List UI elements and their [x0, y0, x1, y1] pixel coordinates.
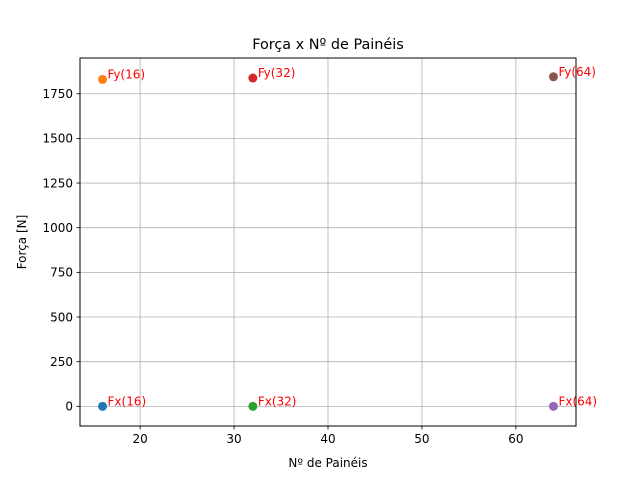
x-tick-label: 30 [226, 432, 241, 446]
y-tick-label: 250 [50, 355, 73, 369]
y-tick-label: 0 [65, 400, 73, 414]
x-axis-label: Nº de Painéis [288, 456, 367, 470]
point-annotation: Fy(16) [108, 67, 146, 81]
data-points [98, 72, 558, 411]
y-axis: 0 250 500 750 1000 1250 1500 1750 [42, 87, 80, 414]
data-point [98, 401, 108, 411]
data-point [548, 72, 558, 82]
y-axis-label: Força [N] [15, 215, 29, 270]
y-tick-label: 1000 [42, 221, 73, 235]
point-annotation: Fy(64) [558, 65, 596, 79]
data-point [98, 74, 108, 84]
data-point [548, 401, 558, 411]
point-labels: Fx(16) Fy(16) Fx(32) Fy(32) Fx(64) Fy(64) [108, 65, 598, 409]
y-tick-label: 750 [50, 266, 73, 280]
y-tick-label: 1250 [42, 176, 73, 190]
y-tick-label: 1750 [42, 87, 73, 101]
data-point [248, 401, 258, 411]
x-axis: 20 30 40 50 60 [132, 426, 524, 446]
grid-lines [80, 58, 576, 426]
point-annotation: Fy(32) [258, 66, 296, 80]
x-tick-label: 40 [320, 432, 335, 446]
data-point [248, 73, 258, 83]
x-tick-label: 20 [132, 432, 147, 446]
chart-title: Força x Nº de Painéis [252, 37, 404, 53]
x-tick-label: 60 [508, 432, 523, 446]
y-tick-label: 1500 [42, 132, 73, 146]
x-tick-label: 50 [414, 432, 429, 446]
point-annotation: Fx(32) [258, 394, 297, 408]
y-tick-label: 500 [50, 310, 73, 324]
point-annotation: Fx(64) [558, 394, 597, 408]
point-annotation: Fx(16) [108, 394, 147, 408]
